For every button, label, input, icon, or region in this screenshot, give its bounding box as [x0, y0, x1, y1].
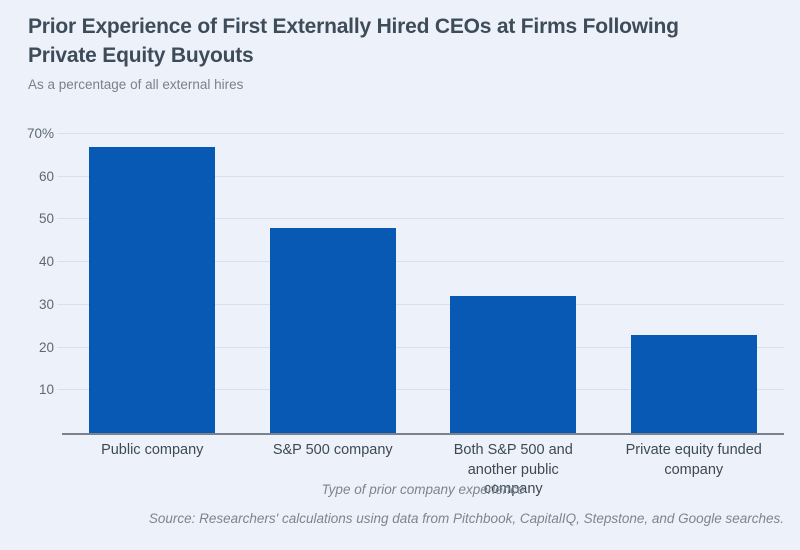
y-tick-label-30: 30: [38, 296, 54, 312]
x-axis-line: [62, 433, 784, 435]
source-note: Source: Researchers' calculations using …: [148, 511, 784, 526]
bar-s-p-500-company: [269, 227, 396, 433]
x-category-label-public-company: Public company: [101, 442, 204, 458]
gridline-30: [57, 303, 784, 305]
x-category-label-s-p-500-company: S&P 500 company: [272, 442, 393, 458]
gridline-40: [57, 261, 784, 263]
bars-row: [62, 110, 784, 433]
y-tick-label-10: 10: [38, 382, 54, 398]
y-tick-label-60: 60: [38, 168, 54, 184]
x-axis-title: Type of prior company experience: [321, 482, 525, 497]
chart-title: Prior Experience of First Externally Hir…: [28, 15, 679, 67]
gridline-50: [57, 218, 784, 220]
gridline-60: [57, 175, 784, 177]
gridline-70: [57, 133, 784, 134]
plot-area: [57, 110, 784, 435]
x-category-label-private-equity-funded-company: Private equity funded company: [625, 442, 762, 478]
x-axis-category-labels: Public company S&P 500 company Both S&P 50…: [62, 441, 784, 500]
gridline-layer: [57, 110, 784, 433]
bar-public-company: [89, 146, 216, 433]
y-tick-label-20: 20: [38, 339, 54, 355]
bar-private-equity-funded-company: [630, 334, 757, 433]
y-tick-label-40: 40: [38, 254, 54, 270]
y-tick-label-70: 70%: [26, 126, 54, 141]
x-category-label-both-s-p-500-and-another-public-company: Both S&P 500 and another public company: [453, 442, 573, 497]
chart-subtitle: As a percentage of all external hires: [28, 77, 244, 92]
gridline-10: [57, 389, 784, 391]
bar-both-s-p-500-and-another-public-company: [450, 296, 577, 433]
y-tick-label-50: 50: [38, 211, 54, 227]
gridline-20: [57, 346, 784, 348]
